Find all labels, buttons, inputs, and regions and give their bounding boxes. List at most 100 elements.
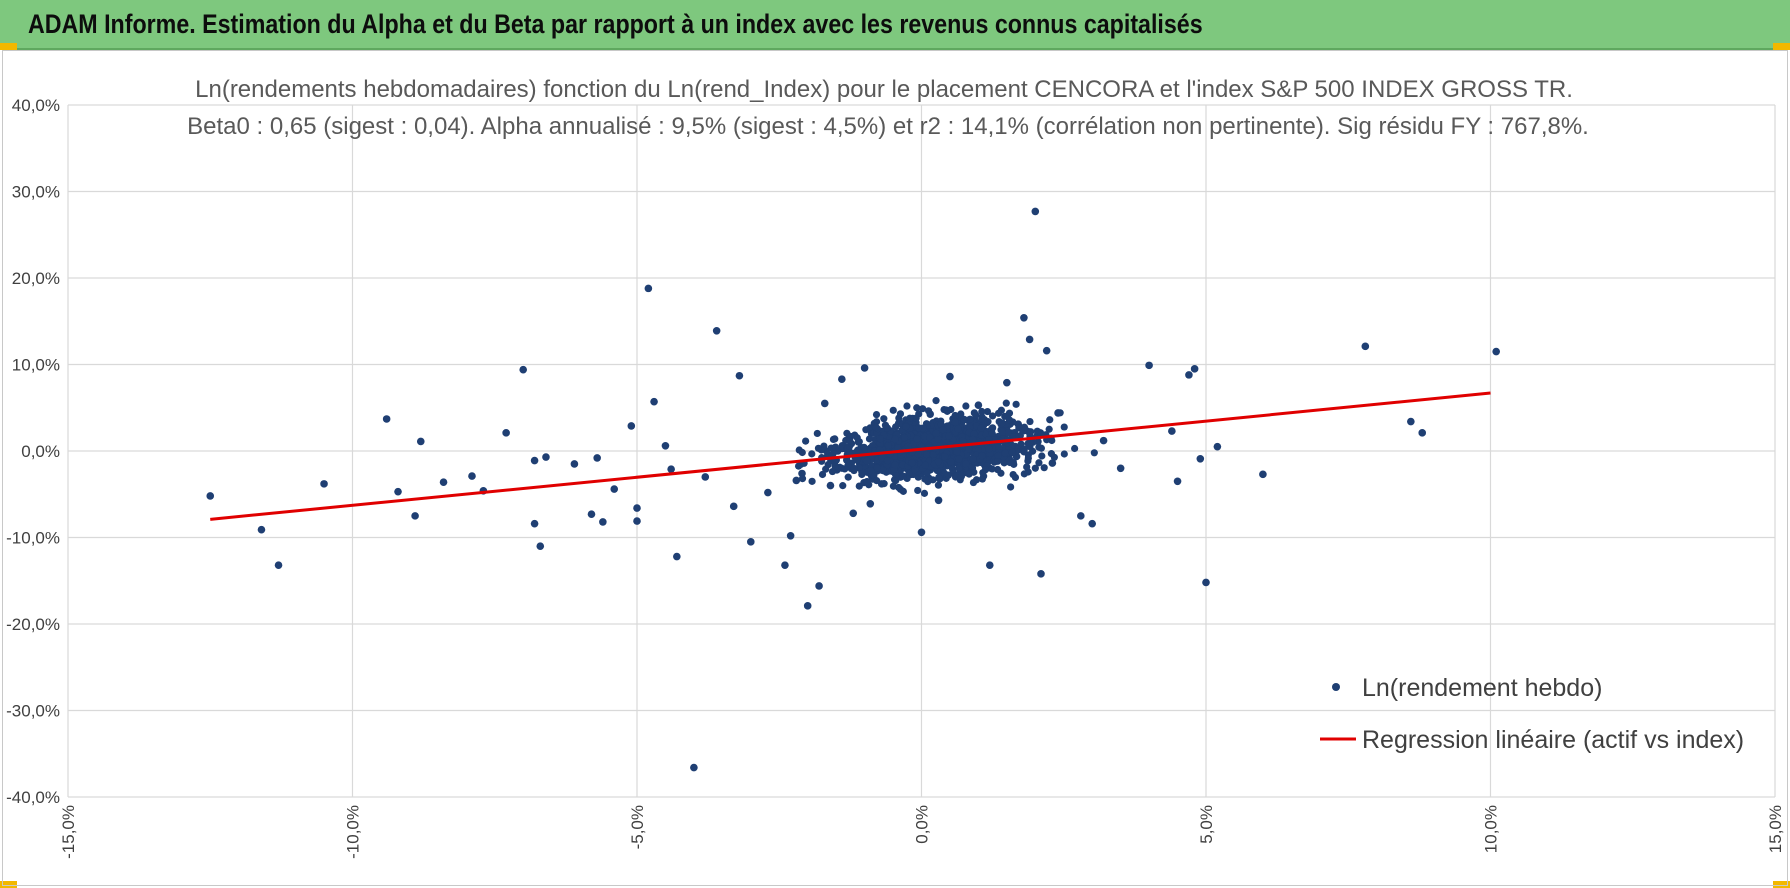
scatter-point: [872, 410, 881, 419]
scatter-point: [921, 461, 929, 469]
scatter-point: [962, 460, 970, 468]
scatter-point: [542, 453, 550, 461]
scatter-point: [948, 463, 956, 471]
scatter-point: [944, 471, 953, 479]
scatter-point: [439, 478, 448, 486]
scatter-point: [865, 435, 874, 443]
scatter-point: [1005, 416, 1014, 424]
scatter-point: [896, 485, 905, 493]
legend: Ln(rendement hebdo) Regression linéaire …: [1320, 674, 1744, 754]
scatter-point: [962, 402, 970, 410]
scatter-point: [863, 457, 871, 465]
scatter-point: [914, 486, 922, 495]
scatter-point: [850, 464, 858, 472]
scatter-point: [1145, 361, 1153, 370]
x-tick-label: -15,0%: [59, 805, 78, 859]
scatter-point: [650, 397, 658, 406]
y-tick-label: -30,0%: [6, 702, 60, 721]
scatter-point: [919, 405, 927, 413]
points-layer: [206, 207, 1500, 772]
scatter-point: [468, 472, 476, 480]
scatter-point: [984, 418, 992, 426]
scatter-point: [593, 454, 601, 462]
scatter-point: [1031, 464, 1039, 472]
scatter-point: [536, 542, 545, 550]
scatter-point: [994, 451, 1002, 460]
scatter-point: [988, 465, 996, 473]
scatter-point: [1002, 399, 1010, 407]
scatter-point: [570, 460, 579, 468]
scatter-point: [1361, 342, 1370, 351]
y-tick-label: -20,0%: [6, 615, 60, 634]
scatter-point: [946, 372, 954, 381]
regression-layer: [210, 391, 1491, 521]
scatter-point: [1116, 464, 1125, 473]
scatter-point: [1003, 378, 1011, 387]
scatter-point: [994, 457, 1002, 465]
scatter-point: [826, 481, 835, 490]
scatter-point: [1001, 449, 1009, 457]
scatter-point: [994, 409, 1003, 417]
scatter-point: [1407, 417, 1415, 426]
scatter-point: [883, 457, 892, 465]
scatter-point: [712, 326, 721, 335]
scatter-point: [883, 424, 892, 432]
scatter-point: [1088, 519, 1096, 528]
y-tick-label: -40,0%: [6, 788, 60, 807]
scatter-point: [912, 414, 920, 422]
corner-marker-bottom-right: [1773, 881, 1790, 888]
scatter-point: [1035, 459, 1043, 467]
scatter-point: [1042, 346, 1051, 355]
scatter-point: [206, 492, 215, 500]
legend-label-scatter: Ln(rendement hebdo): [1362, 674, 1602, 702]
scatter-point: [802, 437, 810, 445]
y-tick-label: -10,0%: [6, 529, 60, 548]
scatter-point: [1202, 578, 1210, 587]
scatter-point: [257, 525, 266, 534]
scatter-point: [416, 437, 425, 446]
scatter-point: [846, 437, 854, 445]
scatter-point: [880, 415, 888, 423]
scatter-point: [599, 518, 607, 526]
scatter-point: [1060, 423, 1068, 431]
scatter-point: [853, 456, 861, 464]
scatter-point: [1048, 436, 1056, 445]
scatter-point: [519, 365, 527, 374]
scatter-point: [610, 485, 619, 493]
scatter-point: [844, 461, 852, 470]
chart-area: [2, 50, 1788, 886]
scatter-point: [889, 406, 897, 414]
scatter-point: [862, 426, 870, 434]
y-tick-label: 40,0%: [12, 96, 60, 115]
scatter-point: [747, 538, 755, 546]
x-tick-label: -10,0%: [344, 805, 363, 859]
scatter-point: [828, 467, 837, 476]
scatter-point: [978, 452, 986, 460]
scatter-point: [951, 411, 959, 420]
scatter-point: [891, 423, 900, 431]
scatter-point: [965, 445, 973, 453]
scatter-point: [920, 489, 929, 497]
scatter-point: [947, 405, 955, 414]
corner-marker-top-right: [1773, 43, 1790, 50]
scatter-point: [977, 424, 985, 432]
scatter-point: [808, 477, 816, 485]
scatter-point: [838, 375, 846, 384]
scatter-point: [969, 455, 977, 463]
scatter-point: [1020, 423, 1028, 431]
scatter-point: [960, 415, 968, 424]
scatter-point: [1492, 347, 1500, 356]
scatter-point: [824, 461, 832, 469]
scatter-point: [1037, 570, 1045, 578]
scatter-point: [906, 414, 914, 422]
scatter-point: [934, 481, 943, 489]
scatter-point: [922, 450, 931, 459]
scatter-point: [988, 412, 997, 420]
scatter-point: [985, 561, 994, 569]
scatter-point: [1020, 313, 1028, 322]
scatter-point: [966, 415, 974, 423]
scatter-point: [900, 433, 909, 442]
scatter-point: [891, 461, 899, 469]
scatter-point: [884, 441, 893, 450]
scatter-point: [764, 488, 772, 497]
